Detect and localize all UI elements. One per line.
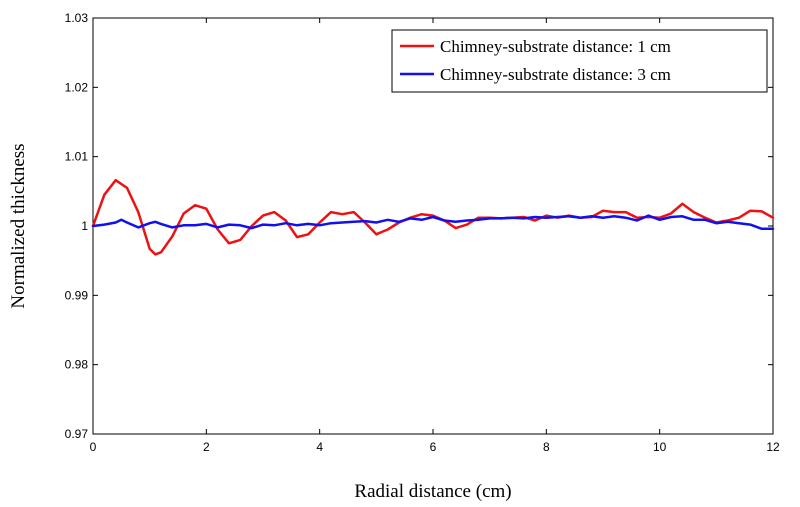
legend-label-series-2: Chimney-substrate distance: 3 cm — [440, 65, 671, 84]
x-tick-label: 10 — [653, 440, 667, 454]
y-tick-label: 1 — [81, 219, 88, 233]
y-tick-label: 0.99 — [65, 288, 89, 302]
y-axis-title: Normalized thickness — [8, 143, 29, 308]
y-tick-label: 0.97 — [65, 427, 89, 441]
series-line-2 — [91, 214, 775, 231]
x-tick-label: 4 — [316, 440, 323, 454]
axis-ticks: 0 2 4 6 8 10 12 0.97 0.98 0.99 1 1.01 1.02 1.03 — [65, 11, 780, 454]
legend: Chimney-substrate distance: 1 cm Chimney… — [391, 29, 768, 93]
x-tick-label: 8 — [543, 440, 550, 454]
y-tick-label: 1.03 — [65, 11, 89, 25]
y-tick-label: 0.98 — [65, 358, 89, 372]
x-tick-label: 6 — [430, 440, 437, 454]
y-tick-label: 1.01 — [65, 150, 89, 164]
x-tick-label: 2 — [203, 440, 210, 454]
x-tick-label: 12 — [766, 440, 780, 454]
legend-label-series-1: Chimney-substrate distance: 1 cm — [440, 37, 671, 56]
legend-box — [391, 29, 768, 93]
y-tick-label: 1.02 — [65, 80, 89, 94]
series-layer — [91, 178, 775, 256]
x-axis-title: Radial distance (cm) — [354, 481, 511, 502]
series-line-1 — [91, 178, 775, 256]
x-tick-label: 0 — [90, 440, 97, 454]
